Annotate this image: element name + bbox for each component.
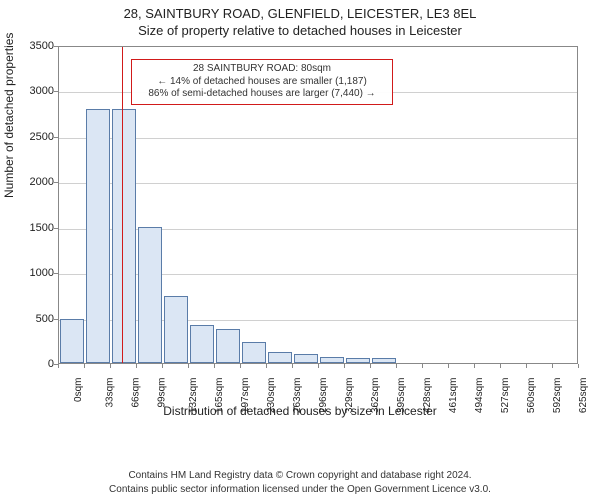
annotation-line: ← 14% of detached houses are smaller (1,… bbox=[138, 76, 386, 89]
x-tick-label: 33sqm bbox=[105, 378, 116, 408]
y-tick-mark bbox=[54, 273, 58, 274]
x-tick-mark bbox=[552, 364, 553, 368]
x-tick-mark bbox=[422, 364, 423, 368]
x-tick-mark bbox=[136, 364, 137, 368]
title-block: 28, SAINTBURY ROAD, GLENFIELD, LEICESTER… bbox=[0, 0, 600, 38]
chart: Number of detached properties 28 SAINTBU… bbox=[0, 38, 600, 418]
histogram-bar bbox=[164, 296, 187, 363]
x-tick-label: 0sqm bbox=[73, 378, 84, 402]
grid-line bbox=[59, 229, 577, 230]
x-tick-mark bbox=[266, 364, 267, 368]
page-title-line1: 28, SAINTBURY ROAD, GLENFIELD, LEICESTER… bbox=[0, 6, 600, 21]
y-tick-label: 500 bbox=[8, 313, 54, 325]
x-tick-mark bbox=[526, 364, 527, 368]
y-tick-label: 2500 bbox=[8, 131, 54, 143]
x-tick-label: 66sqm bbox=[131, 378, 142, 408]
x-tick-mark bbox=[162, 364, 163, 368]
x-tick-mark bbox=[344, 364, 345, 368]
x-tick-label: 329sqm bbox=[344, 378, 355, 414]
y-tick-label: 3000 bbox=[8, 85, 54, 97]
y-tick-label: 0 bbox=[8, 358, 54, 370]
x-tick-mark bbox=[474, 364, 475, 368]
x-tick-label: 99sqm bbox=[157, 378, 168, 408]
histogram-bar bbox=[268, 352, 291, 363]
histogram-bar bbox=[242, 342, 265, 363]
x-tick-mark bbox=[240, 364, 241, 368]
x-tick-label: 494sqm bbox=[474, 378, 485, 414]
x-tick-mark bbox=[58, 364, 59, 368]
x-tick-label: 461sqm bbox=[448, 378, 459, 414]
y-tick-mark bbox=[54, 46, 58, 47]
grid-line bbox=[59, 320, 577, 321]
annotation-line: 28 SAINTBURY ROAD: 80sqm bbox=[138, 63, 386, 76]
grid-line bbox=[59, 138, 577, 139]
x-tick-mark bbox=[110, 364, 111, 368]
y-tick-label: 3500 bbox=[8, 40, 54, 52]
x-tick-label: 560sqm bbox=[526, 378, 537, 414]
y-tick-label: 1000 bbox=[8, 267, 54, 279]
annotation-box: 28 SAINTBURY ROAD: 80sqm← 14% of detache… bbox=[131, 59, 393, 105]
footer-line1: Contains HM Land Registry data © Crown c… bbox=[0, 469, 600, 483]
x-tick-mark bbox=[396, 364, 397, 368]
x-tick-label: 296sqm bbox=[318, 378, 329, 414]
x-tick-mark bbox=[370, 364, 371, 368]
x-tick-label: 230sqm bbox=[266, 378, 277, 414]
y-tick-mark bbox=[54, 319, 58, 320]
plot-area: 28 SAINTBURY ROAD: 80sqm← 14% of detache… bbox=[58, 46, 578, 364]
page-title-line2: Size of property relative to detached ho… bbox=[0, 23, 600, 38]
footer-line2: Contains public sector information licen… bbox=[0, 483, 600, 497]
histogram-bar bbox=[346, 358, 369, 363]
x-tick-label: 197sqm bbox=[240, 378, 251, 414]
histogram-bar bbox=[320, 357, 343, 363]
x-tick-label: 362sqm bbox=[370, 378, 381, 414]
histogram-bar bbox=[190, 325, 213, 363]
x-tick-mark bbox=[292, 364, 293, 368]
x-tick-label: 132sqm bbox=[188, 378, 199, 414]
annotation-line: 86% of semi-detached houses are larger (… bbox=[138, 88, 386, 101]
histogram-bar bbox=[138, 227, 161, 363]
x-tick-mark bbox=[448, 364, 449, 368]
y-tick-mark bbox=[54, 228, 58, 229]
footer: Contains HM Land Registry data © Crown c… bbox=[0, 469, 600, 496]
histogram-bar bbox=[294, 354, 317, 363]
x-tick-label: 625sqm bbox=[578, 378, 589, 414]
histogram-bar bbox=[60, 319, 83, 363]
histogram-bar bbox=[216, 329, 239, 363]
y-axis-label: Number of detached properties bbox=[2, 33, 16, 198]
y-tick-mark bbox=[54, 137, 58, 138]
x-tick-mark bbox=[188, 364, 189, 368]
property-marker-line bbox=[122, 47, 123, 363]
x-tick-label: 263sqm bbox=[292, 378, 303, 414]
histogram-bar bbox=[86, 109, 109, 363]
x-tick-label: 428sqm bbox=[422, 378, 433, 414]
x-tick-mark bbox=[578, 364, 579, 368]
y-tick-label: 1500 bbox=[8, 222, 54, 234]
x-tick-label: 165sqm bbox=[214, 378, 225, 414]
x-tick-mark bbox=[318, 364, 319, 368]
x-tick-mark bbox=[84, 364, 85, 368]
x-tick-mark bbox=[214, 364, 215, 368]
grid-line bbox=[59, 274, 577, 275]
x-tick-label: 592sqm bbox=[552, 378, 563, 414]
y-tick-mark bbox=[54, 182, 58, 183]
x-tick-mark bbox=[500, 364, 501, 368]
histogram-bar bbox=[112, 109, 135, 363]
x-tick-label: 527sqm bbox=[500, 378, 511, 414]
y-tick-mark bbox=[54, 91, 58, 92]
x-tick-label: 395sqm bbox=[396, 378, 407, 414]
y-tick-label: 2000 bbox=[8, 176, 54, 188]
histogram-bar bbox=[372, 358, 395, 363]
grid-line bbox=[59, 183, 577, 184]
